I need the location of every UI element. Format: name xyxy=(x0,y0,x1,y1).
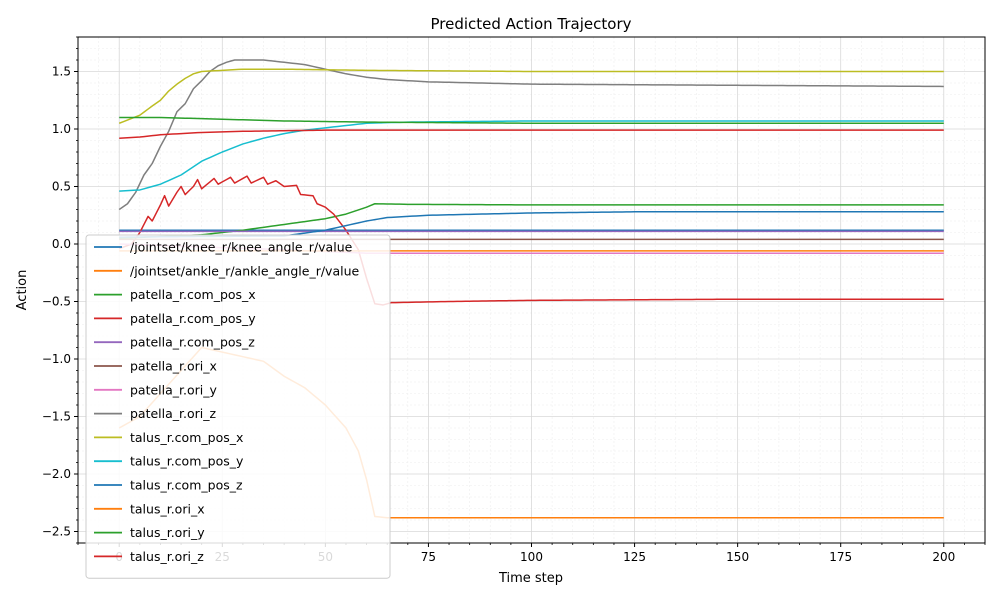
series-line-9 xyxy=(119,120,944,192)
y-tick-label: −1.5 xyxy=(42,410,71,424)
legend-label: talus_r.com_pos_x xyxy=(130,430,243,445)
y-tick-label: 1.5 xyxy=(52,65,71,79)
legend-label: talus_r.ori_y xyxy=(130,525,205,540)
series-line-8 xyxy=(118,68,944,124)
legend-label: patella_r.com_pos_y xyxy=(130,311,256,326)
legend-label: talus_r.com_pos_z xyxy=(130,478,243,493)
y-tick-label: 0.0 xyxy=(52,237,71,251)
x-axis-label: Time step xyxy=(498,571,563,586)
legend-label: /jointset/knee_r/knee_angle_r/value xyxy=(130,240,353,255)
x-tick-label: 125 xyxy=(623,550,646,564)
y-axis-label: Action xyxy=(15,270,30,311)
series-line-12 xyxy=(119,116,944,124)
legend-label: talus_r.ori_x xyxy=(130,501,205,516)
series-line-7 xyxy=(118,59,944,211)
y-tick-label: −1.0 xyxy=(42,352,71,366)
series-line-13 xyxy=(119,129,944,139)
legend-label: patella_r.ori_z xyxy=(130,406,217,421)
legend-label: talus_r.com_pos_y xyxy=(130,454,244,469)
y-tick-label: 1.0 xyxy=(52,122,71,136)
legend: /jointset/knee_r/knee_angle_r/value/join… xyxy=(85,234,391,579)
y-tick-label: 0.5 xyxy=(52,180,71,194)
chart-title: Predicted Action Trajectory xyxy=(431,15,632,33)
x-tick-label: 175 xyxy=(829,550,852,564)
legend-label: patella_r.ori_y xyxy=(130,382,218,397)
legend-label: /jointset/ankle_r/ankle_angle_r/value xyxy=(130,263,359,278)
y-axis-ticks: −2.5 −2.0 −1.5 −1.0 −0.5 0.0 0.5 1.0 1.5 xyxy=(42,36,78,544)
legend-label: patella_r.com_pos_z xyxy=(130,335,255,350)
legend-label: patella_r.ori_x xyxy=(130,359,217,374)
legend-box xyxy=(85,234,391,579)
y-tick-label: −2.5 xyxy=(42,525,71,539)
x-tick-label: 150 xyxy=(726,550,749,564)
legend-label: talus_r.ori_z xyxy=(130,549,204,564)
x-tick-label: 200 xyxy=(932,550,955,564)
legend-label: patella_r.com_pos_x xyxy=(130,287,256,302)
x-tick-label: 75 xyxy=(421,550,436,564)
series-line-2 xyxy=(119,203,944,239)
y-tick-label: −0.5 xyxy=(42,295,71,309)
x-tick-label: 100 xyxy=(520,550,543,564)
series-line-3 xyxy=(118,175,944,306)
y-tick-label: −2.0 xyxy=(42,467,71,481)
